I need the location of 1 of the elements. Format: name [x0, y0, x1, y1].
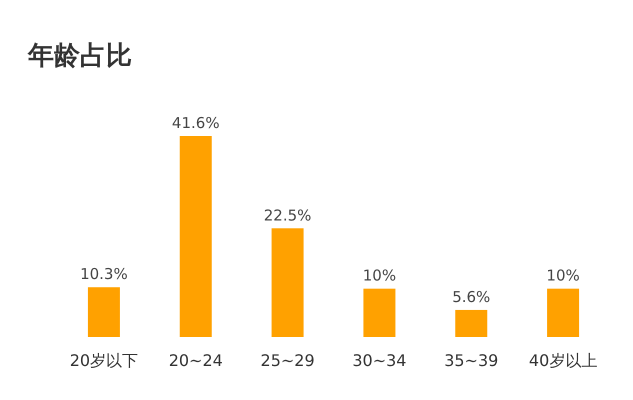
- title: 年龄占比: [28, 41, 132, 71]
